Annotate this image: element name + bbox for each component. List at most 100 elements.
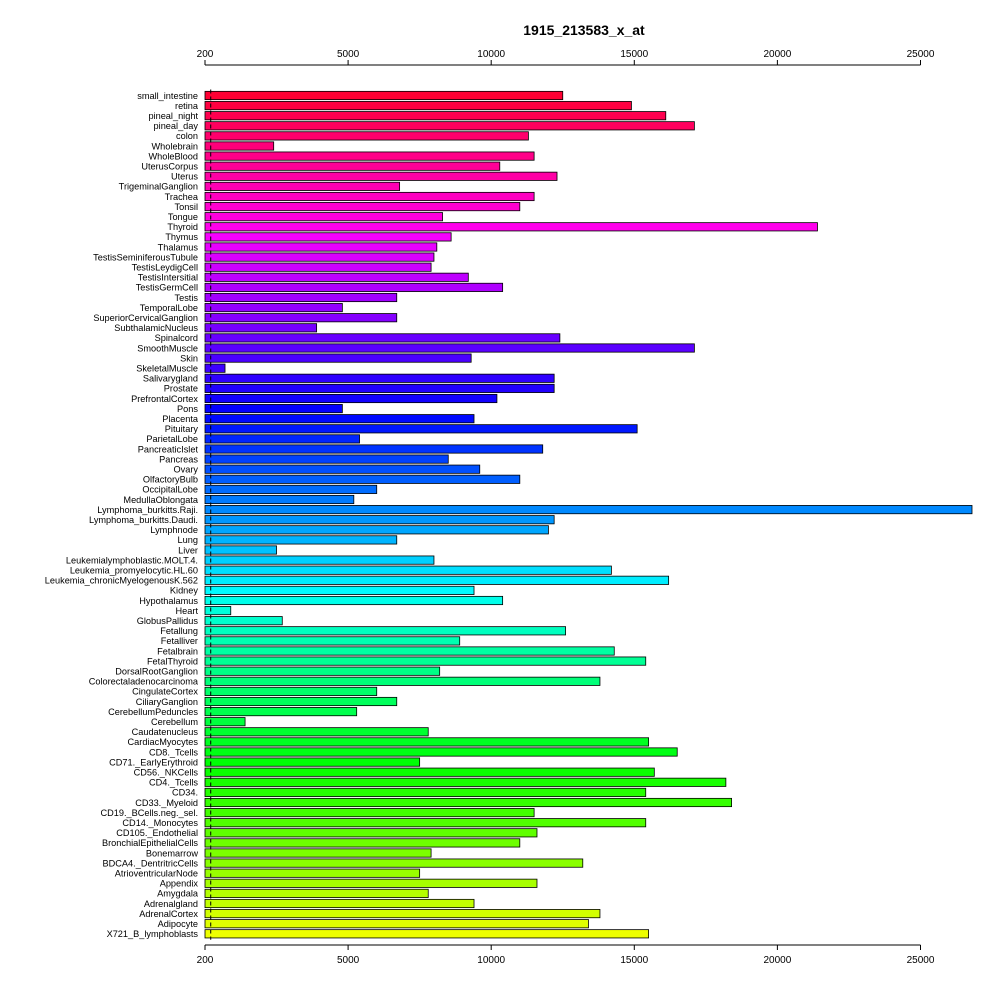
bar: [204, 191, 535, 202]
category-label: Colorectaladenocarcinoma: [89, 677, 199, 687]
category-label: DorsalRootGanglion: [115, 667, 198, 677]
bar: [204, 161, 501, 171]
bar: [204, 181, 401, 191]
bar: [204, 313, 398, 323]
category-label: FetalThyroid: [147, 656, 198, 666]
bar: [204, 696, 398, 707]
category-label: colon: [176, 131, 198, 141]
bar: [204, 787, 647, 797]
category-label: CerebellumPeduncles: [108, 707, 198, 717]
category-label: Fetallung: [160, 626, 198, 636]
bar: [204, 303, 343, 313]
bar: [204, 808, 535, 818]
bar: [204, 323, 318, 333]
tick-label: 25000: [907, 955, 935, 966]
category-label: AdrenalCortex: [139, 909, 198, 919]
category-label: Testis: [175, 293, 199, 303]
bar: [204, 737, 650, 747]
bar: [204, 242, 438, 252]
category-label: TestisLeydigCell: [132, 263, 198, 273]
category-label: X721_B_lymphoblasts: [107, 929, 199, 939]
bar: [204, 202, 521, 212]
bar: [204, 343, 695, 353]
category-label: Heart: [176, 606, 199, 616]
category-label: Fetalbrain: [157, 646, 198, 656]
bar: [204, 636, 461, 646]
bar: [204, 494, 355, 505]
bar: [204, 383, 555, 393]
category-label: UterusCorpus: [141, 162, 198, 172]
bar: [204, 606, 232, 616]
bar: [204, 575, 670, 585]
bar: [204, 121, 695, 131]
bar: [204, 878, 538, 888]
category-label: Thalamus: [158, 242, 199, 252]
bar: [204, 848, 432, 858]
bar: [204, 707, 358, 717]
category-label: TestisGermCell: [136, 283, 198, 293]
bar: [204, 222, 818, 232]
category-label: Pancreas: [159, 454, 198, 464]
bar: [204, 333, 561, 343]
category-label: Trachea: [165, 192, 199, 202]
bar: [204, 141, 275, 151]
bar: [204, 727, 429, 737]
tick-label: 200: [197, 955, 214, 966]
category-label: CD34.: [172, 788, 198, 798]
category-label: AtrioventricularNode: [115, 869, 198, 879]
bar: [204, 131, 529, 141]
category-label: Tongue: [168, 212, 198, 222]
bar: [204, 525, 549, 535]
bar: [204, 757, 421, 767]
bar: [204, 404, 343, 414]
tick-label: 10000: [477, 955, 505, 966]
bar: [204, 929, 650, 939]
bar: [204, 363, 226, 373]
bar: [204, 171, 558, 181]
category-label: GlobusPallidus: [137, 616, 199, 626]
bar: [204, 828, 538, 838]
bar: [204, 101, 632, 111]
bar: [204, 353, 472, 363]
top-x-axis: 200 5000 10000 15000 20000 25000: [197, 49, 935, 66]
bar: [204, 898, 475, 909]
bar: [204, 818, 647, 828]
category-label: SmoothMuscle: [137, 343, 198, 353]
bar: [204, 272, 469, 282]
category-label: Amygdala: [157, 889, 199, 899]
bar: [204, 858, 584, 868]
category-label: Bonemarrow: [146, 848, 198, 858]
bar: [204, 909, 601, 919]
category-label: Liver: [178, 545, 198, 555]
bar: [204, 262, 432, 272]
tick-label: 5000: [337, 955, 360, 966]
category-label: CD56._NKCells: [134, 768, 199, 778]
category-label: small_intestine: [137, 91, 198, 101]
category-label: TestisSeminiferousTubule: [93, 252, 198, 262]
category-label: Kidney: [170, 586, 198, 596]
category-label: CD8._Tcells: [149, 747, 198, 757]
category-label: CingulateCortex: [132, 687, 198, 697]
category-label: Prostate: [164, 384, 198, 394]
bar: [204, 585, 475, 595]
bar: [204, 676, 601, 686]
category-label: Lymphoma_burkitts.Raji.: [97, 505, 198, 515]
category-label: pineal_night: [148, 111, 198, 121]
category-label: CiliaryGanglion: [136, 697, 198, 707]
bar: [204, 151, 535, 161]
bar: [204, 515, 555, 525]
category-label: SkeletalMuscle: [136, 364, 198, 374]
category-label: ParietalLobe: [146, 434, 198, 444]
category-label: Cerebellum: [151, 717, 198, 727]
bar: [204, 111, 667, 121]
category-label: WholeBlood: [148, 151, 198, 161]
bar: [204, 747, 678, 757]
tick-label: 10000: [477, 49, 505, 60]
category-label: Lymphnode: [150, 525, 198, 535]
bar: [204, 393, 498, 404]
bar: [204, 767, 655, 777]
tick-label: 200: [197, 49, 214, 60]
category-label: CardiacMyocytes: [128, 737, 199, 747]
category-label: retina: [175, 101, 199, 111]
chart-title: 1915_213583_x_at: [523, 22, 645, 38]
